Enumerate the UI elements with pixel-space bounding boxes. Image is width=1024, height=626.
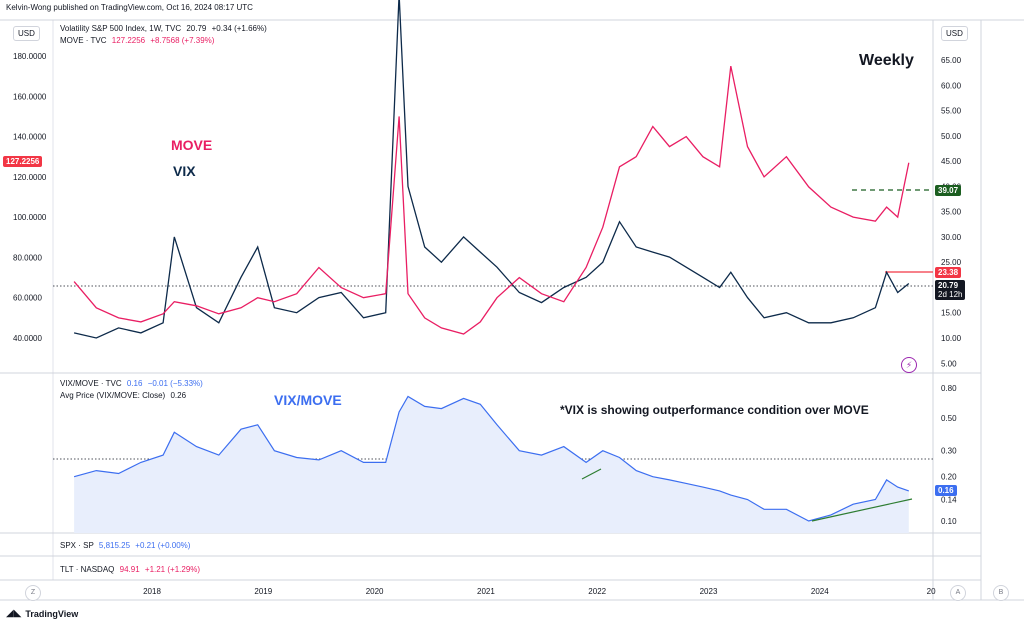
ratio-series-line — [73, 395, 909, 522]
vix-countdown: 2d 12h — [938, 290, 963, 299]
x-tick-label: 2019 — [254, 587, 272, 596]
zoom-button[interactable]: Z — [25, 585, 41, 601]
vix-legend[interactable]: Volatility S&P 500 Index, 1W, TVC 20.79 … — [60, 24, 267, 33]
tlt-legend-change: +1.21 (+1.29%) — [144, 565, 201, 574]
vix-legend-name: Volatility S&P 500 Index, 1W, TVC — [60, 24, 182, 33]
ratio-legend-name: VIX/MOVE · TVC — [60, 379, 122, 388]
tlt-legend-name: TLT · NASDAQ — [60, 565, 115, 574]
x-axis-ticks: 2018 2019 2020 2021 2022 2023 2024 20 — [143, 587, 936, 596]
ratio-axis-ticks: 0.80 0.50 0.30 0.20 0.14 0.10 — [941, 384, 957, 526]
right-tick-label: 10.00 — [941, 334, 962, 343]
x-tick-label: 2021 — [477, 587, 495, 596]
x-tick-label: 2020 — [366, 587, 384, 596]
move-legend-change: +8.7568 (+7.39%) — [150, 36, 215, 45]
x-tick-label: 2022 — [588, 587, 606, 596]
tradingview-icon: ◢◣ — [6, 608, 22, 619]
right-tick-label: 35.00 — [941, 208, 962, 217]
vix-last-value: 20.79 — [938, 281, 959, 290]
spx-legend-value: 5,815.25 — [98, 541, 131, 550]
avg-legend-name: Avg Price (VIX/MOVE: Close) — [60, 391, 166, 400]
vix-last-tag: 20.79 2d 12h — [935, 280, 966, 300]
right-axis-ticks: 65.0060.0055.0050.0045.0040.0035.0030.00… — [941, 56, 962, 368]
ratio-legend[interactable]: VIX/MOVE · TVC 0.16 −0.01 (−5.33%) — [60, 379, 203, 388]
note-annotation: *VIX is showing outperformance condition… — [560, 403, 869, 417]
right-tick-label: 5.00 — [941, 359, 957, 368]
ratio-legend-change: −0.01 (−5.33%) — [147, 379, 203, 388]
ratio-tick-label: 0.14 — [941, 495, 957, 504]
right-tick-label: 45.00 — [941, 157, 962, 166]
right-tick-label: 65.00 — [941, 56, 962, 65]
x-tick-label: 2018 — [143, 587, 161, 596]
spx-legend-change: +0.21 (+0.00%) — [135, 541, 191, 550]
right-tick-label: 30.00 — [941, 233, 962, 242]
left-tick-label: 80.0000 — [13, 253, 42, 262]
right-tick-label: 15.00 — [941, 309, 962, 318]
ratio-tick-label: 0.80 — [941, 384, 957, 393]
ratio-tick-label: 0.10 — [941, 517, 957, 526]
ratio-tick-label: 0.50 — [941, 414, 957, 423]
ratio-trendline-2024 — [811, 498, 913, 522]
left-axis-ticks: 180.0000 160.0000 140.0000 120.0000 100.0000… — [13, 52, 47, 343]
x-tick-label: 2024 — [811, 587, 829, 596]
left-tick-label: 60.0000 — [13, 294, 42, 303]
left-tick-label: 180.0000 — [13, 52, 47, 61]
currency-right-button[interactable]: USD — [941, 26, 968, 41]
vix-annotation: VIX — [173, 163, 196, 179]
left-tick-label: 40.0000 — [13, 334, 42, 343]
avg-legend-value: 0.26 — [170, 391, 187, 400]
tradingview-logo[interactable]: ◢◣ TradingView — [6, 608, 78, 619]
avg-legend[interactable]: Avg Price (VIX/MOVE: Close) 0.26 — [60, 391, 186, 400]
move-last-tag: 127.2256 — [3, 156, 43, 167]
vix-level-23-tag: 23.38 — [935, 267, 962, 278]
tlt-legend-value: 94.91 — [119, 565, 140, 574]
ratio-legend-value: 0.16 — [126, 379, 143, 388]
right-tick-label: 60.00 — [941, 81, 962, 90]
right-tick-label: 55.00 — [941, 107, 962, 116]
move-annotation: MOVE — [171, 137, 213, 153]
auto-scale-button[interactable]: A — [950, 585, 966, 601]
move-series-line — [73, 65, 910, 335]
spx-legend-name: SPX · SP — [60, 541, 94, 550]
lightning-icon[interactable]: ⚡ — [901, 357, 917, 373]
ratio-tick-label: 0.30 — [941, 447, 957, 456]
spx-legend[interactable]: SPX · SP 5,815.25 +0.21 (+0.00%) — [60, 541, 190, 550]
vix-legend-change: +0.34 (+1.66%) — [211, 24, 267, 33]
b-button[interactable]: B — [993, 585, 1009, 601]
x-tick-label: 20 — [927, 587, 936, 596]
ratio-area-fill — [74, 396, 909, 533]
ratio-tick-label: 0.20 — [941, 473, 957, 482]
ratio-last-tag: 0.16 — [935, 485, 957, 496]
move-legend-name: MOVE · TVC — [60, 36, 107, 45]
vix-series-line — [73, 0, 910, 339]
vix-legend-value: 20.79 — [186, 24, 207, 33]
left-tick-label: 160.0000 — [13, 92, 47, 101]
ratio-annotation: VIX/MOVE — [274, 392, 342, 408]
left-tick-label: 100.0000 — [13, 213, 47, 222]
currency-left-button[interactable]: USD — [13, 26, 40, 41]
vix-level-39-tag: 39.07 — [935, 185, 962, 196]
x-tick-label: 2023 — [700, 587, 718, 596]
left-tick-label: 140.0000 — [13, 133, 47, 142]
published-by: Kelvin-Wong published on TradingView.com… — [6, 3, 253, 12]
right-tick-label: 25.00 — [941, 258, 962, 267]
left-tick-label: 120.0000 — [13, 173, 47, 182]
move-legend-value: 127.2256 — [111, 36, 146, 45]
right-tick-label: 50.00 — [941, 132, 962, 141]
move-legend[interactable]: MOVE · TVC 127.2256 +8.7568 (+7.39%) — [60, 36, 214, 45]
tradingview-brand: TradingView — [25, 608, 79, 619]
ratio-trendline-2021 — [581, 468, 602, 480]
tlt-legend[interactable]: TLT · NASDAQ 94.91 +1.21 (+1.29%) — [60, 565, 200, 574]
weekly-annotation: Weekly — [859, 52, 914, 69]
